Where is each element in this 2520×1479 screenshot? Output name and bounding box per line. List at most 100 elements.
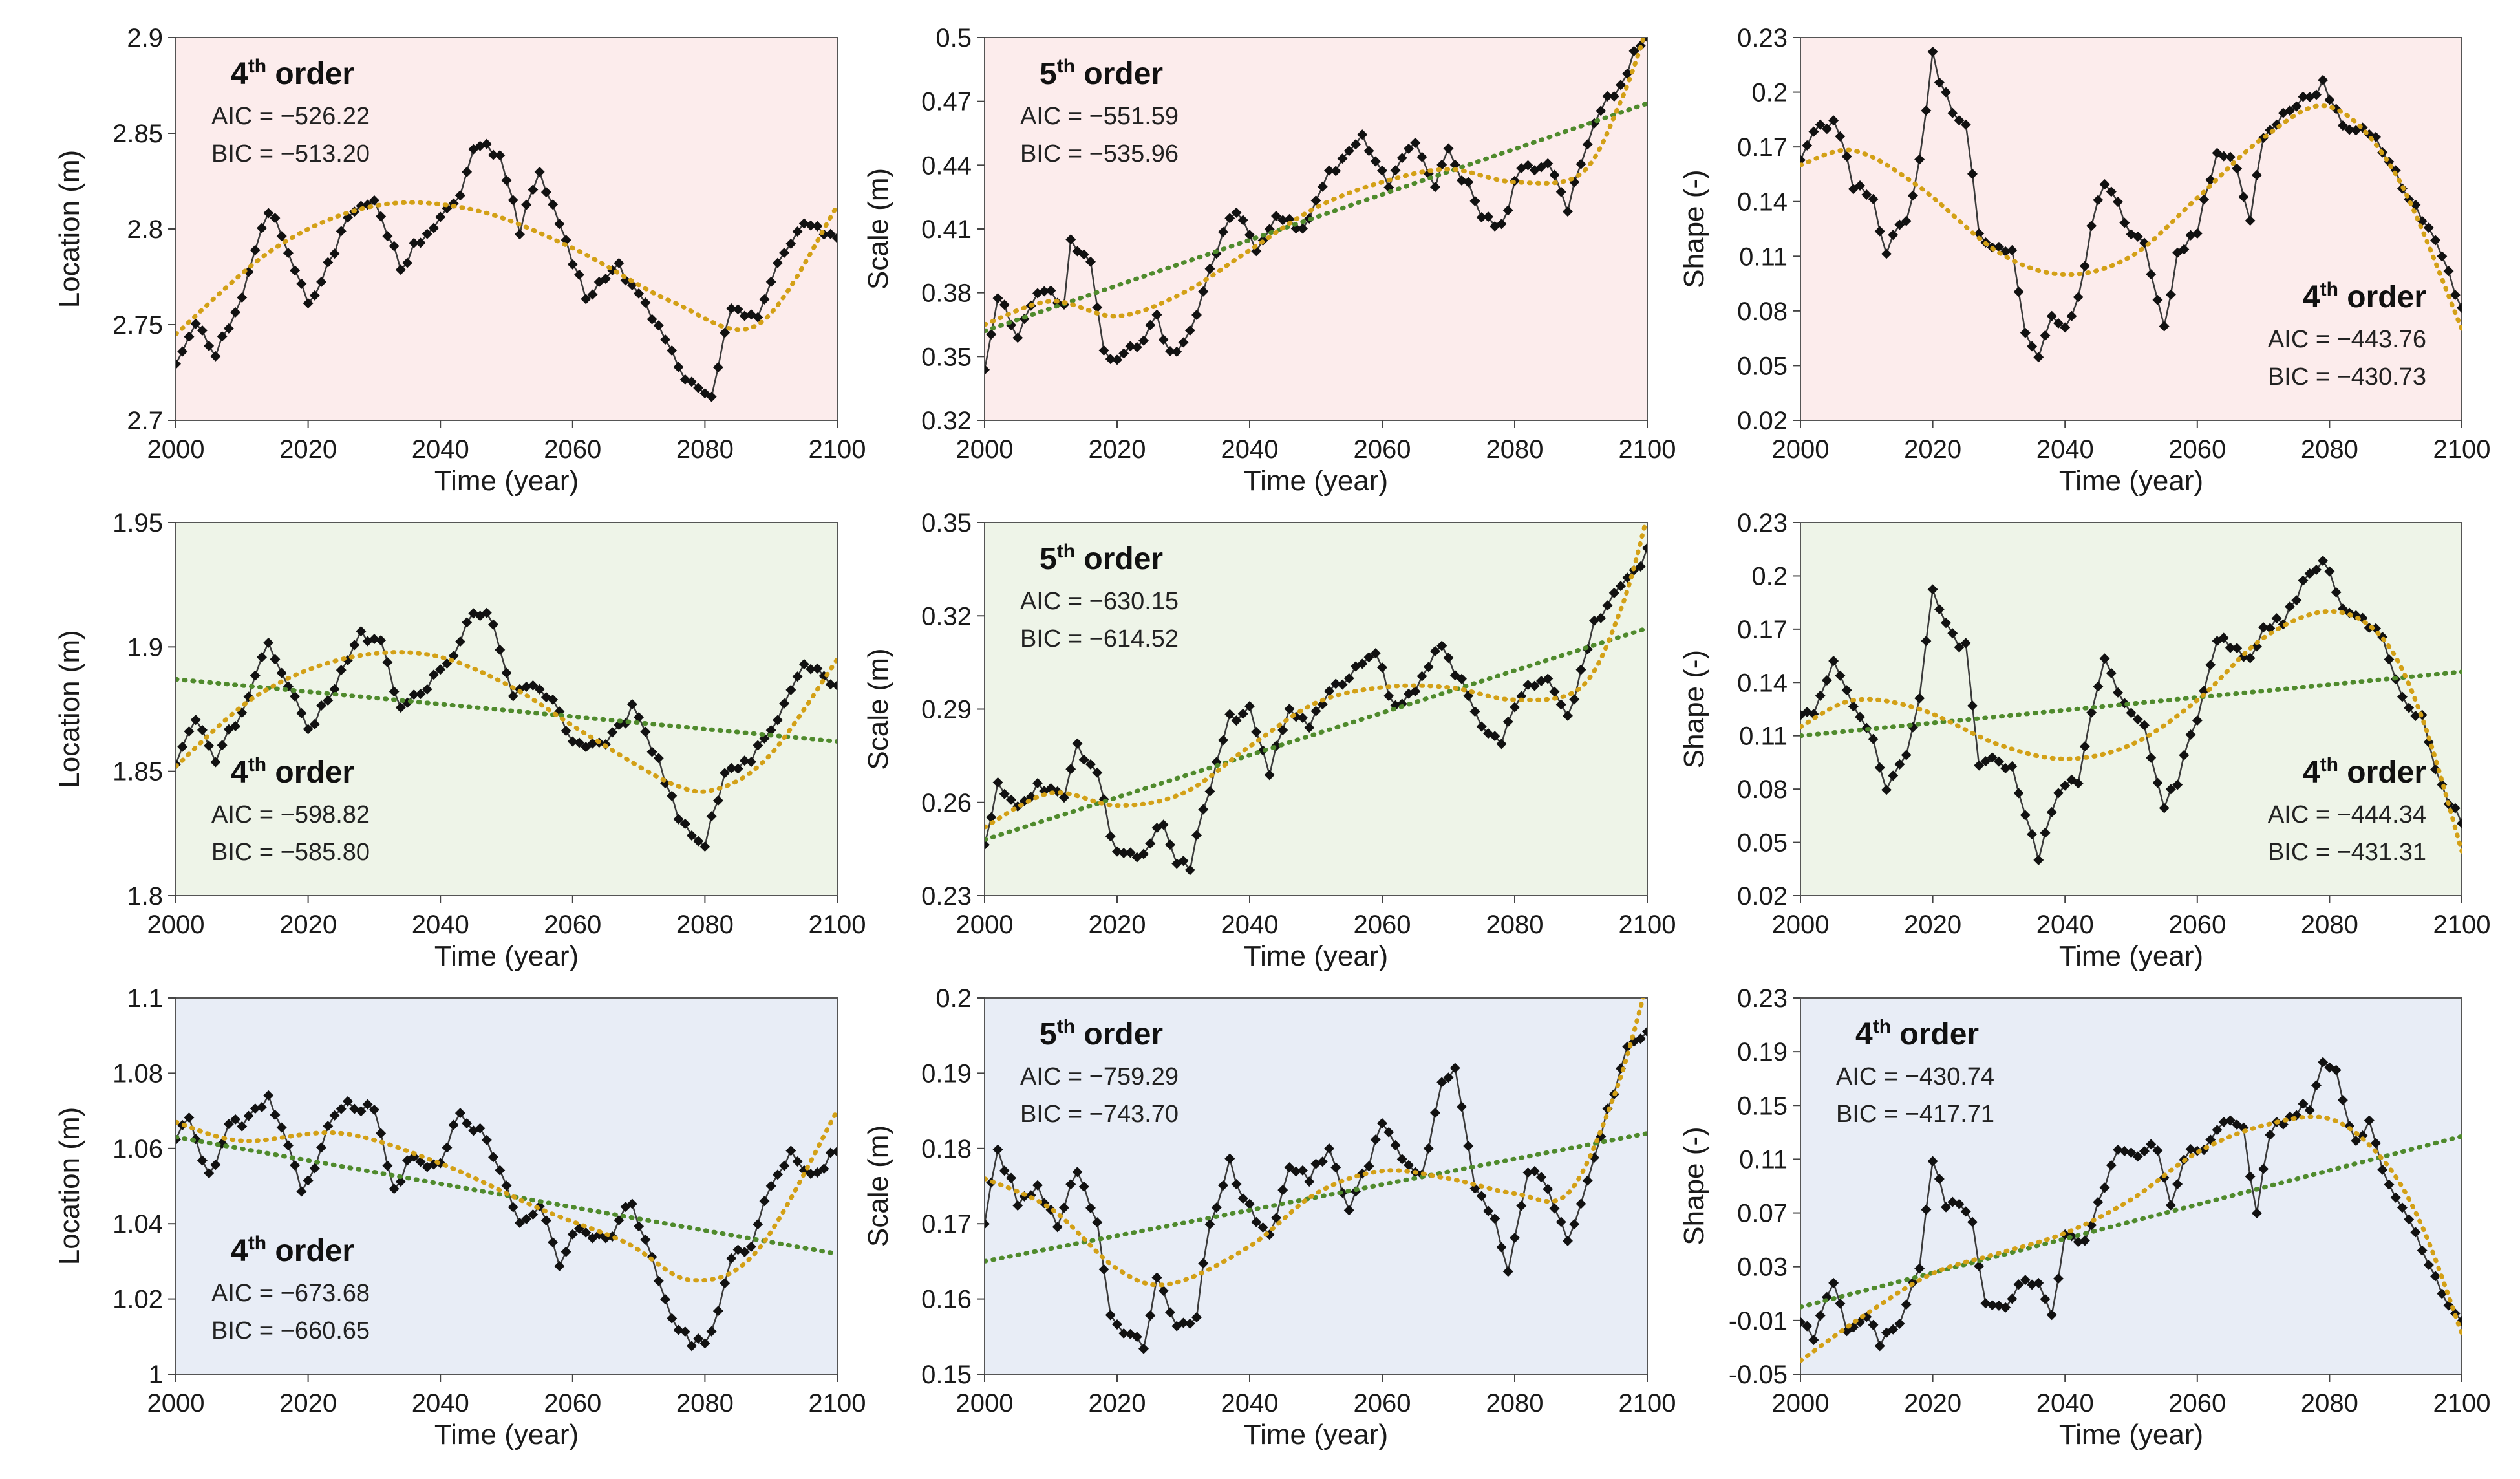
data-point — [1549, 686, 1560, 697]
data-point — [1993, 241, 2004, 252]
plot-frame — [1800, 997, 2462, 1375]
data-point — [739, 1246, 750, 1257]
data-point — [1483, 1205, 1493, 1216]
data-point — [1065, 234, 1076, 245]
bic-value: BIC = −430.73 — [2268, 363, 2426, 391]
data-point — [753, 1219, 763, 1230]
data-point — [1430, 182, 1440, 193]
data-point — [1244, 701, 1255, 712]
bic-value: BIC = −614.52 — [1020, 625, 1179, 653]
data-point — [1125, 847, 1136, 858]
order-number: 4 — [2303, 755, 2320, 790]
data-point — [600, 274, 611, 285]
y-tick-label: 0.05 — [1737, 352, 1788, 380]
data-point — [389, 686, 400, 697]
data-point — [422, 228, 432, 239]
data-point — [567, 736, 578, 747]
data-point — [1218, 226, 1228, 237]
data-point — [1449, 1063, 1460, 1074]
data-point — [607, 727, 618, 738]
data-point — [1330, 678, 1341, 689]
y-tick-label: 1.85 — [112, 758, 163, 786]
data-point — [2212, 1125, 2223, 1136]
data-point — [316, 700, 327, 711]
aic-value: AIC = −630.15 — [1020, 588, 1179, 615]
data-point — [1237, 1193, 1248, 1204]
data-point — [1596, 105, 1607, 116]
data-point — [2053, 788, 2064, 799]
data-point — [1602, 91, 1613, 102]
data-point — [581, 294, 592, 305]
data-point — [574, 737, 585, 748]
data-point — [832, 233, 837, 244]
data-point — [2106, 667, 2117, 678]
data-point — [640, 1234, 651, 1245]
data-point — [1085, 759, 1096, 770]
data-point — [276, 231, 287, 242]
data-point — [1490, 1213, 1500, 1224]
y-tick-label: 0.29 — [921, 696, 972, 724]
data-point — [2040, 827, 2051, 838]
x-tick-label: 2020 — [279, 1389, 337, 1418]
data-point — [1569, 694, 1580, 705]
data-point — [548, 1236, 559, 1247]
data-point — [2159, 321, 2170, 332]
data-point — [679, 1326, 690, 1337]
data-point — [785, 684, 796, 695]
fit-annotation: 5th order AIC = −551.59 BIC = −535.96 — [1020, 56, 1179, 167]
x-tick-label: 2080 — [676, 911, 734, 939]
data-point — [256, 1102, 267, 1113]
data-point — [415, 1156, 426, 1167]
data-point — [785, 238, 796, 249]
data-point — [1317, 181, 1328, 192]
data-point — [2086, 707, 2097, 718]
data-point — [1297, 712, 1308, 723]
x-tick-label: 2040 — [412, 911, 469, 939]
y-tick-label: 1.8 — [127, 882, 163, 911]
data-point — [382, 1160, 393, 1171]
data-point — [336, 665, 347, 676]
data-point — [2410, 1227, 2421, 1238]
data-point — [1529, 680, 1540, 691]
data-point — [276, 667, 287, 678]
y-tick-label: 0.02 — [1737, 882, 1788, 911]
y-tick-label: 1.1 — [127, 984, 163, 1013]
data-point — [1218, 735, 1228, 746]
order-superscript: th — [1057, 56, 1075, 77]
y-tick-label: 2.9 — [127, 24, 163, 52]
data-point — [2119, 217, 2130, 228]
data-point — [1457, 1101, 1467, 1112]
y-tick-label: 0.23 — [921, 882, 972, 911]
data-point — [2020, 1275, 2031, 1286]
data-point — [2079, 1235, 2090, 1246]
data-point — [1868, 193, 1879, 204]
data-point — [832, 1146, 837, 1157]
data-point — [176, 358, 181, 369]
order-number: 5 — [1040, 542, 1057, 576]
data-point — [1855, 711, 1866, 722]
data-point — [798, 658, 809, 669]
data-point — [1861, 189, 1872, 200]
data-point — [1151, 1272, 1162, 1283]
data-point — [342, 1096, 353, 1107]
data-point — [1608, 91, 1619, 102]
data-point — [1960, 1206, 1971, 1217]
data-point — [1569, 1218, 1580, 1229]
bic-value: BIC = −743.70 — [1020, 1101, 1179, 1128]
order-superscript: th — [1873, 1016, 1891, 1037]
bic-value: BIC = −585.80 — [211, 839, 370, 866]
data-point — [779, 698, 790, 709]
data-point — [792, 226, 803, 237]
data-point — [409, 689, 420, 700]
plot-area — [1800, 998, 2462, 1374]
data-point — [2384, 654, 2395, 665]
y-tick-label: 0.14 — [1737, 669, 1788, 697]
x-tick-label: 2100 — [1619, 911, 1676, 939]
data-point — [667, 790, 678, 801]
data-point — [2430, 235, 2441, 246]
data-point — [243, 1110, 254, 1121]
data-point — [2410, 711, 2421, 722]
data-point — [1522, 160, 1533, 171]
data-point — [2245, 1171, 2256, 1182]
x-tick-label: 2100 — [809, 1389, 866, 1418]
